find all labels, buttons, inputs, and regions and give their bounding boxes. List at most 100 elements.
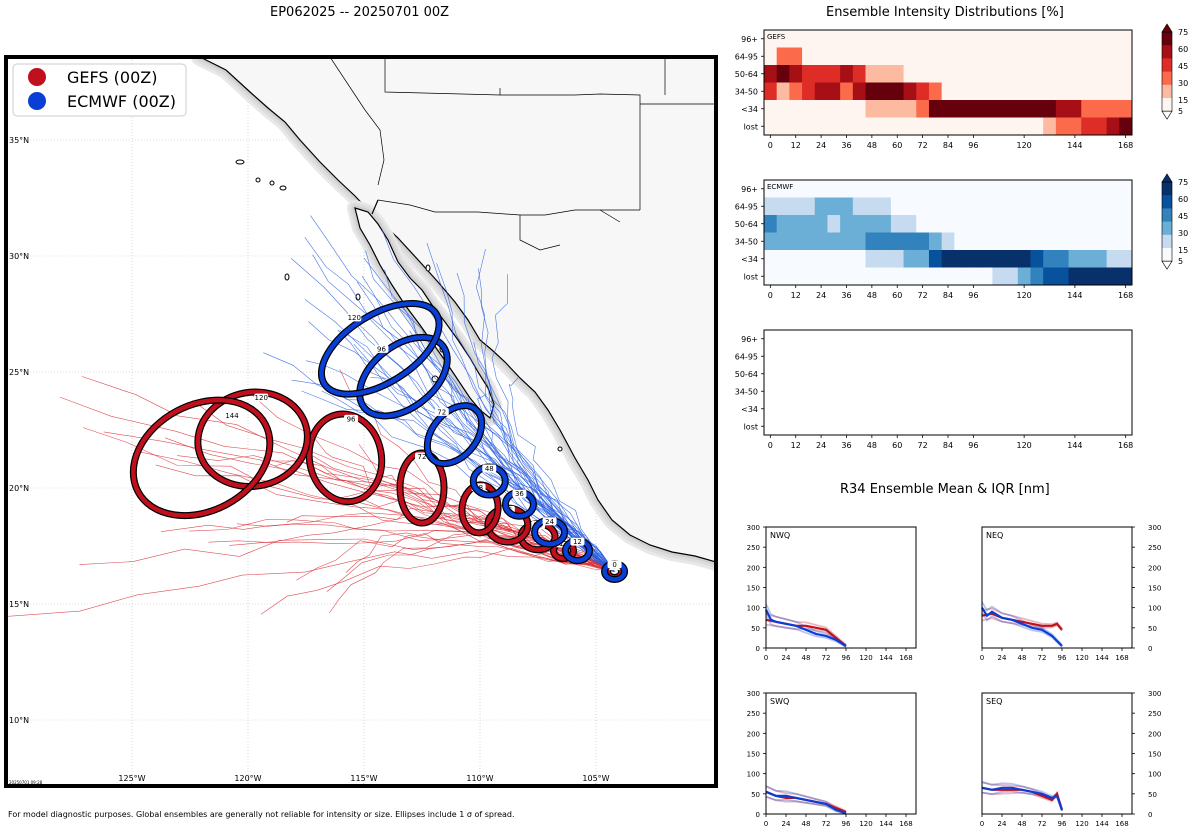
heat-cell bbox=[852, 197, 867, 216]
heat-cell bbox=[1081, 267, 1095, 286]
heat-cell bbox=[979, 65, 993, 83]
heat-cell bbox=[903, 82, 917, 101]
heat-cell bbox=[1043, 267, 1057, 286]
r34-panel-neq: NEQ 0 24 48 72 96 120 144 168 0 50 100 150 200 250 300 bbox=[980, 524, 1162, 662]
island bbox=[284, 273, 290, 281]
heat-cell bbox=[903, 65, 917, 83]
x-tick-label: 36 bbox=[841, 441, 851, 450]
heat-cell bbox=[852, 82, 867, 101]
x-tick-label: 48 bbox=[867, 141, 877, 150]
category-label: <34 bbox=[741, 405, 758, 414]
ecmwf-member-track bbox=[304, 237, 615, 572]
heat-cell bbox=[992, 30, 1006, 48]
x-tick-label: 168 bbox=[899, 654, 912, 662]
heat-cell bbox=[840, 267, 854, 286]
heat-cell bbox=[1068, 267, 1082, 286]
heat-cell bbox=[928, 47, 943, 66]
heat-cell bbox=[916, 232, 930, 251]
x-tick-label: 0 bbox=[764, 820, 768, 828]
heat-cell bbox=[1093, 180, 1108, 198]
baja-peninsula bbox=[354, 207, 495, 420]
ecmwf-iqr-line bbox=[981, 781, 1063, 810]
legend-label: GEFS (00Z) bbox=[67, 68, 157, 87]
x-tick-label: 72 bbox=[918, 291, 928, 300]
ecmwf-member-track bbox=[301, 390, 615, 572]
x-tick-label: 84 bbox=[943, 141, 953, 150]
heat-cell bbox=[992, 47, 1006, 66]
lon-tick-label: 120°W bbox=[234, 774, 261, 783]
heat-cell bbox=[827, 250, 841, 268]
ecmwf-mean-line bbox=[765, 790, 847, 815]
x-tick-label: 96 bbox=[842, 820, 851, 828]
heat-cell bbox=[776, 267, 790, 286]
heat-cell bbox=[1043, 197, 1057, 216]
heat-cell bbox=[1106, 82, 1120, 101]
ecmwf-iqr-line bbox=[765, 603, 847, 646]
lon-tick-label: 105°W bbox=[582, 774, 609, 783]
r34-panel-seq: SEQ 0 24 48 72 96 120 144 168 0 50 100 150 200 250 300 bbox=[980, 690, 1162, 828]
x-tick-label: 168 bbox=[899, 820, 912, 828]
colorbar-tick-label: 60 bbox=[1178, 195, 1188, 204]
y-tick-label: 200 bbox=[1148, 730, 1161, 738]
heat-cell bbox=[827, 82, 841, 101]
y-tick-label: 300 bbox=[1148, 690, 1161, 698]
heat-cell bbox=[941, 215, 955, 233]
heat-cell bbox=[802, 82, 816, 101]
gefs-lead-label: 12 bbox=[559, 540, 568, 548]
x-tick-label: 96 bbox=[968, 441, 978, 450]
heat-cell bbox=[954, 215, 968, 233]
heat-cell bbox=[1030, 30, 1044, 48]
heat-cell bbox=[1093, 267, 1108, 286]
x-tick-label: 96 bbox=[842, 654, 851, 662]
ecmwf-lead-label: 48 bbox=[485, 465, 494, 473]
heat-cell bbox=[1081, 197, 1095, 216]
x-tick-label: 72 bbox=[918, 141, 928, 150]
heat-cell bbox=[967, 30, 981, 48]
ecmwf-member-track bbox=[397, 306, 615, 572]
y-tick-label: 200 bbox=[747, 730, 760, 738]
legend-marker bbox=[28, 68, 46, 86]
x-tick-label: 144 bbox=[1095, 820, 1109, 828]
heat-cell bbox=[1119, 197, 1133, 216]
gefs-ellipse-144: 144 bbox=[129, 396, 274, 520]
heat-cell bbox=[967, 117, 981, 136]
panel-name: GEFS bbox=[767, 33, 786, 41]
heat-cell bbox=[890, 267, 905, 286]
category-label: lost bbox=[744, 422, 758, 431]
y-tick-label: 0 bbox=[756, 645, 760, 653]
heat-cell bbox=[827, 117, 841, 136]
heat-cell bbox=[1030, 250, 1044, 268]
border-line bbox=[500, 93, 641, 104]
heat-cell bbox=[954, 65, 968, 83]
heat-cell bbox=[967, 215, 981, 233]
x-tick-label: 144 bbox=[1067, 441, 1082, 450]
y-tick-label: 300 bbox=[1148, 524, 1161, 532]
heat-cell bbox=[789, 117, 803, 136]
heat-cell bbox=[878, 197, 892, 216]
heat-cell bbox=[852, 47, 867, 66]
colorbar-tick-label: 75 bbox=[1178, 28, 1188, 37]
intensity-title: Ensemble Intensity Distributions [%] bbox=[826, 5, 1064, 20]
ecmwf-member-track bbox=[456, 272, 615, 572]
heat-cell bbox=[941, 180, 955, 198]
heat-cell bbox=[1068, 47, 1082, 66]
ecmwf-lead-label: 24 bbox=[545, 518, 554, 526]
ecmwf-mean-line bbox=[981, 607, 1063, 647]
gefs-iqr-line bbox=[765, 785, 847, 812]
heat-cell bbox=[954, 250, 968, 268]
category-label: 96+ bbox=[741, 185, 758, 194]
heat-cell bbox=[1030, 117, 1044, 136]
ecmwf-lead-label: 120 bbox=[348, 314, 361, 322]
heat-cell bbox=[1017, 197, 1031, 216]
colorbar-tick-label: 45 bbox=[1178, 212, 1188, 221]
heat-cell bbox=[1055, 65, 1070, 83]
heat-cell bbox=[928, 232, 943, 251]
category-label: 50-64 bbox=[735, 70, 758, 79]
y-tick-label: 250 bbox=[1148, 710, 1161, 718]
lat-tick-label: 20°N bbox=[9, 484, 29, 493]
y-tick-label: 50 bbox=[751, 625, 760, 633]
category-label: 64-95 bbox=[735, 202, 758, 211]
heat-cell bbox=[865, 215, 879, 233]
gefs-ellipse-72: 72 bbox=[396, 449, 448, 527]
x-tick-label: 0 bbox=[768, 441, 773, 450]
